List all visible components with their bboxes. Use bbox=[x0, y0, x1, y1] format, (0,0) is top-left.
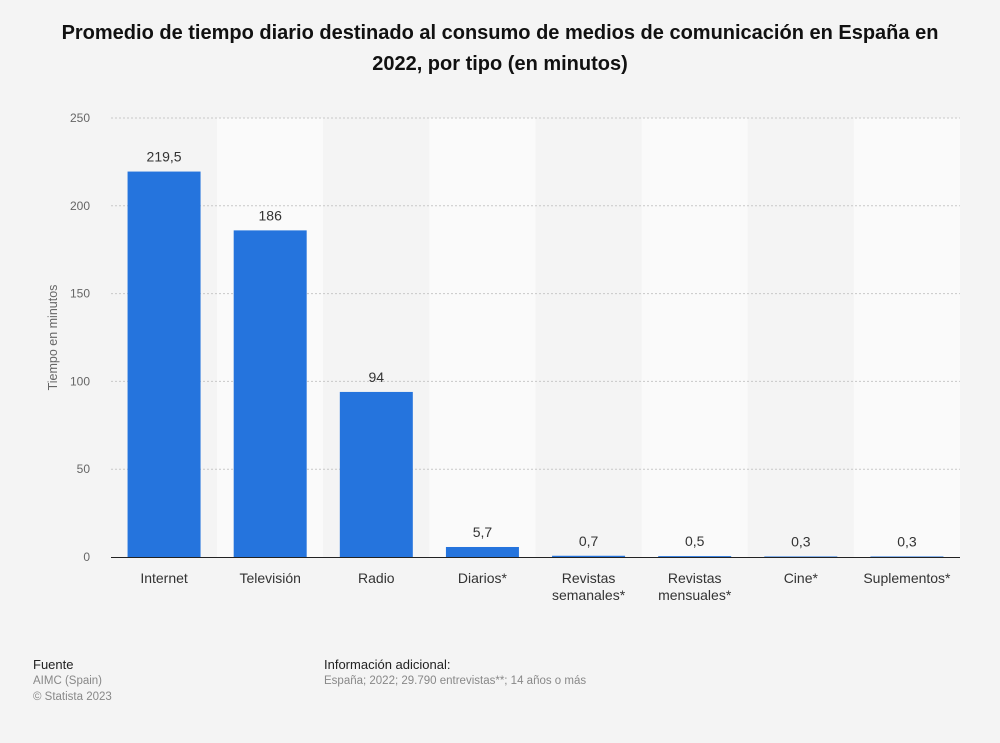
column-band bbox=[641, 118, 748, 557]
x-tick-label: mensuales* bbox=[658, 587, 732, 603]
bar-chart: 0 50 100 150 200 250 Tiempo en minutos 219,5 Int… bbox=[46, 111, 960, 603]
bar[interactable] bbox=[445, 546, 519, 557]
source-line-2: © Statista 2023 bbox=[33, 691, 112, 703]
data-label: 219,5 bbox=[147, 149, 182, 165]
data-label: 0,3 bbox=[791, 533, 811, 549]
bar[interactable] bbox=[764, 556, 838, 557]
x-tick-label: Suplementos* bbox=[863, 570, 951, 586]
column-band bbox=[853, 118, 960, 557]
x-tick-label: Diarios* bbox=[458, 570, 508, 586]
data-label: 94 bbox=[369, 369, 385, 385]
data-label: 186 bbox=[259, 207, 283, 223]
data-label: 0,3 bbox=[897, 533, 917, 549]
data-label: 0,7 bbox=[579, 533, 599, 549]
source-heading: Fuente bbox=[33, 657, 74, 672]
data-label: 5,7 bbox=[473, 524, 493, 540]
column-band bbox=[429, 118, 536, 557]
additional-info-heading: Información adicional: bbox=[324, 657, 451, 672]
source-line-1[interactable]: AIMC (Spain) bbox=[33, 675, 103, 687]
x-tick-label: Televisión bbox=[239, 570, 300, 586]
chart-title: Promedio de tiempo diario destinado al c… bbox=[61, 22, 939, 75]
y-tick-label: 200 bbox=[70, 199, 90, 213]
additional-info-text: España; 2022; 29.790 entrevistas**; 14 a… bbox=[324, 675, 587, 687]
bar[interactable] bbox=[127, 171, 201, 558]
x-tick-label: Cine* bbox=[784, 570, 819, 586]
source-block: Fuente AIMC (Spain) © Statista 2023 bbox=[33, 657, 112, 705]
bar[interactable] bbox=[233, 230, 307, 557]
additional-info-block: Información adicional: España; 2022; 29.… bbox=[324, 657, 586, 689]
x-tick-label: semanales* bbox=[552, 587, 626, 603]
x-tick-label: Radio bbox=[358, 570, 395, 586]
y-tick-label: 150 bbox=[70, 287, 90, 301]
x-tick-label: Revistas bbox=[562, 570, 616, 586]
y-tick-label: 0 bbox=[83, 550, 90, 564]
data-label: 0,5 bbox=[685, 533, 705, 549]
bar[interactable] bbox=[339, 391, 413, 557]
bar[interactable] bbox=[658, 556, 732, 557]
column-band bbox=[535, 118, 642, 557]
bar[interactable] bbox=[870, 556, 944, 557]
x-tick-label: Internet bbox=[140, 570, 188, 586]
y-axis-label: Tiempo en minutos bbox=[46, 285, 60, 391]
y-tick-label: 50 bbox=[77, 462, 91, 476]
bar[interactable] bbox=[552, 555, 626, 557]
y-tick-label: 100 bbox=[70, 374, 90, 388]
y-tick-label: 250 bbox=[70, 111, 90, 125]
column-band bbox=[747, 118, 854, 557]
x-tick-label: Revistas bbox=[668, 570, 722, 586]
